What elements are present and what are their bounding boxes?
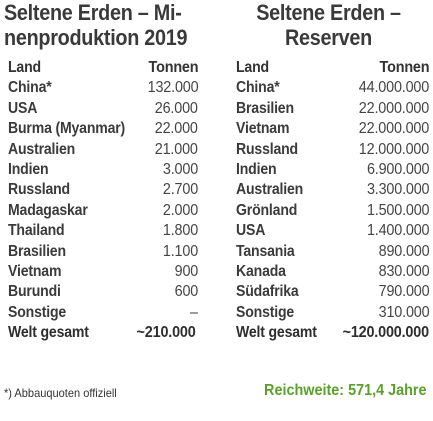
row-value: 3.300.000 (366, 181, 430, 199)
table-row: USA 1.400.000 (226, 221, 431, 241)
table-row: Brasilien 22.000.000 (226, 99, 431, 119)
row-land: Madagaskar (8, 201, 88, 219)
row-value: – (190, 303, 198, 321)
row-land: China* (8, 79, 52, 97)
table-row: Vietnam 900 (4, 262, 202, 282)
row-value: 2.000 (162, 201, 198, 219)
production-title-line2: nenproduktion 2019 (4, 25, 188, 50)
row-value: 22.000.000 (358, 99, 429, 117)
row-land: USA (236, 222, 266, 240)
table-row: Burundi 600 (4, 282, 202, 302)
row-land: Kanada (236, 262, 286, 280)
table-row: Sonstige – (4, 303, 202, 323)
row-land: Vietnam (8, 262, 62, 280)
row-land: Tansania (236, 242, 295, 260)
row-value: 830.000 (378, 262, 429, 280)
row-value: 12.000.000 (358, 140, 429, 158)
row-land: China* (236, 79, 280, 97)
table-row: Russland 2.700 (4, 180, 202, 200)
column-header-tonnen: Tonnen (148, 59, 198, 76)
row-value: 21.000 (155, 140, 198, 158)
footnote: *) Abbauquoten offiziell (4, 386, 117, 400)
table-row: Madagaskar 2.000 (4, 201, 202, 221)
table-row: Australien 21.000 (4, 140, 202, 160)
total-value: ~120.000.000 (342, 324, 430, 342)
row-land: Indien (236, 160, 277, 178)
table-row: China* 44.000.000 (226, 78, 431, 98)
row-value: 890.000 (378, 242, 429, 260)
production-table: Land Tonnen China* 132.000 USA 26.000 Burm… (4, 58, 202, 343)
row-land: Burundi (8, 283, 61, 301)
row-land: Sonstige (8, 303, 67, 321)
table-row: Südafrika 790.000 (226, 282, 431, 302)
row-land: Sonstige (236, 303, 295, 321)
row-land: Thailand (8, 222, 65, 240)
row-value: 2.700 (162, 181, 198, 199)
total-value: ~210.000 (136, 324, 196, 342)
table-row: Grönland 1.500.000 (226, 201, 431, 221)
reserves-title: Seltene Erden – Reserven (236, 0, 421, 50)
row-value: 600 (174, 283, 199, 301)
table-row: Vietnam 22.000.000 (226, 119, 431, 139)
table-row: USA 26.000 (4, 99, 202, 119)
production-total-row: Welt gesamt ~210.000 (4, 323, 202, 343)
production-table-header: Land Tonnen (4, 58, 202, 78)
table-row: Australien 3.300.000 (226, 180, 431, 200)
row-value: 900 (174, 262, 199, 280)
total-label: Welt gesamt (8, 324, 89, 342)
table-row: Brasilien 1.100 (4, 242, 202, 262)
row-land: Brasilien (236, 99, 294, 117)
reserves-table-header: Land Tonnen (226, 58, 431, 78)
row-value: 3.000 (162, 160, 198, 178)
column-header-land: Land (8, 59, 41, 76)
row-land: Indien (8, 160, 49, 178)
production-title: Seltene Erden – Mi- nenproduktion 2019 (4, 0, 188, 50)
row-land: USA (8, 99, 38, 117)
table-row: Kanada 830.000 (226, 262, 431, 282)
row-value: 44.000.000 (358, 79, 429, 97)
reichweite-note: Reichweite: 571,4 Jahre (264, 382, 427, 399)
table-row: Russland 12.000.000 (226, 140, 431, 160)
reserves-total-row: Welt gesamt ~120.000.000 (226, 323, 431, 343)
row-value: 1.500.000 (366, 201, 430, 219)
column-header-land: Land (236, 59, 269, 76)
row-land: Südafrika (236, 283, 299, 301)
row-value: 22.000.000 (358, 120, 429, 138)
row-value: 1.100 (162, 242, 198, 260)
row-value: 132.000 (147, 79, 198, 97)
row-land: Vietnam (236, 120, 290, 138)
row-value: 790.000 (378, 283, 429, 301)
row-value: 1.400.000 (366, 222, 430, 240)
row-land: Brasilien (8, 242, 66, 260)
row-land: Burma (Myanmar) (8, 120, 126, 138)
production-title-line1: Seltene Erden – Mi- (4, 0, 182, 25)
table-row: Burma (Myanmar) 22.000 (4, 119, 202, 139)
table-row: Indien 6.900.000 (226, 160, 431, 180)
row-land: Australien (8, 140, 76, 158)
reserves-table: Land Tonnen China* 44.000.000 Brasilien 22… (226, 58, 431, 343)
reserves-title-line2: Reserven (284, 25, 372, 50)
row-value: 310.000 (378, 303, 429, 321)
table-row: Indien 3.000 (4, 160, 202, 180)
row-land: Australien (236, 181, 304, 199)
reserves-title-line1: Seltene Erden – (256, 0, 401, 25)
row-value: 1.800 (162, 222, 198, 240)
table-row: Thailand 1.800 (4, 221, 202, 241)
production-section: Seltene Erden – Mi- nenproduktion 2019 L… (4, 0, 202, 341)
total-label: Welt gesamt (236, 324, 317, 342)
row-land: Russland (236, 140, 298, 158)
row-land: Russland (8, 181, 70, 199)
table-row: Tansania 890.000 (226, 242, 431, 262)
column-header-tonnen: Tonnen (379, 59, 429, 76)
table-row: China* 132.000 (4, 78, 202, 98)
reserves-section: Seltene Erden – Reserven Land Tonnen Chi… (226, 0, 431, 341)
row-land: Grönland (236, 201, 298, 219)
row-value: 26.000 (155, 99, 198, 117)
table-row: Sonstige 310.000 (226, 303, 431, 323)
row-value: 22.000 (155, 120, 198, 138)
row-value: 6.900.000 (366, 160, 430, 178)
